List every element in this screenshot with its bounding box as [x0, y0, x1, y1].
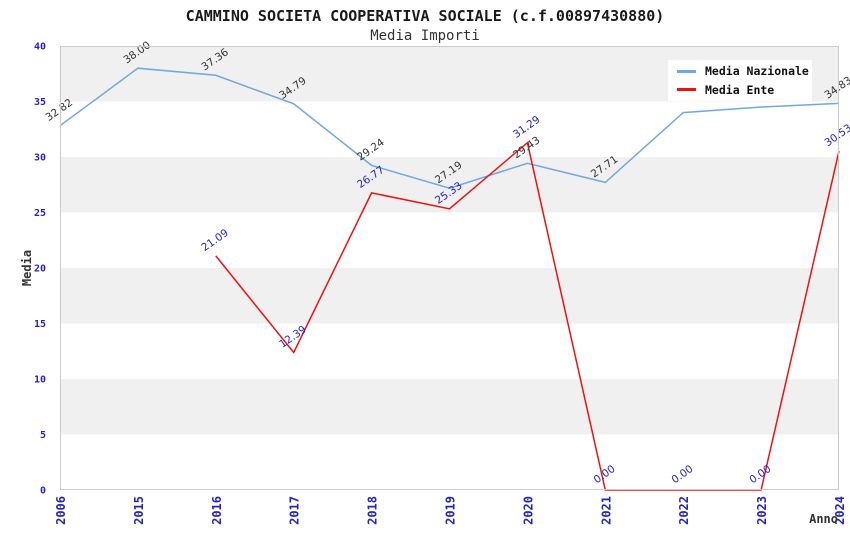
point-label: 21.09	[199, 227, 231, 254]
x-tick-label: 2015	[132, 496, 146, 525]
y-tick-label: 35	[34, 97, 46, 108]
y-tick-label: 25	[34, 208, 46, 219]
chart-subtitle: Media Importi	[370, 28, 480, 44]
x-tick-label: 2019	[444, 496, 458, 525]
point-label: 0.00	[669, 463, 695, 486]
blue-line-swatch-icon	[677, 69, 696, 73]
x-tick-label: 2022	[677, 496, 691, 525]
series-line-media-nazionale	[59, 67, 840, 189]
y-tick-label: 30	[34, 153, 46, 164]
legend: Media Nazionale Media Ente	[668, 60, 812, 101]
y-tick-label: 20	[34, 264, 46, 275]
legend-item-media-ente: Media Ente	[677, 83, 812, 97]
legend-item-media-nazionale: Media Nazionale	[677, 64, 812, 78]
point-label: 32.82	[44, 97, 76, 124]
point-label: 30.53	[823, 122, 850, 149]
plot-border	[60, 46, 839, 490]
x-tick-label: 2021	[599, 496, 613, 525]
grid-band	[60, 157, 839, 213]
legend-label-media-ente: Media Ente	[705, 82, 775, 97]
x-tick-label: 2020	[521, 496, 535, 525]
x-tick-label: 2018	[366, 496, 380, 525]
y-axis-title: Media	[20, 250, 34, 286]
grid-band	[60, 268, 839, 324]
legend-label-media-nazionale: Media Nazionale	[705, 64, 809, 79]
x-axis-title: Anno	[809, 512, 838, 526]
y-tick-label: 10	[34, 375, 46, 386]
x-tick-label: 2016	[210, 496, 224, 525]
y-tick-label: 40	[34, 42, 46, 53]
x-tick-label: 2023	[755, 496, 769, 525]
x-tick-label: 2006	[54, 496, 68, 525]
point-label: 0.00	[747, 463, 773, 486]
y-tick-label: 15	[34, 319, 46, 330]
x-tick-label: 2024	[833, 496, 847, 525]
x-tick-label: 2017	[288, 496, 302, 525]
chart-title: CAMMINO SOCIETA COOPERATIVA SOCIALE (c.f…	[185, 7, 665, 25]
y-tick-label: 5	[40, 430, 46, 441]
y-tick-label: 0	[40, 486, 46, 497]
point-label: 12.39	[277, 324, 309, 351]
point-label: 31.29	[511, 114, 543, 141]
red-line-swatch-icon	[677, 88, 696, 92]
grid-band	[60, 379, 839, 435]
point-label: 0.00	[592, 463, 618, 486]
